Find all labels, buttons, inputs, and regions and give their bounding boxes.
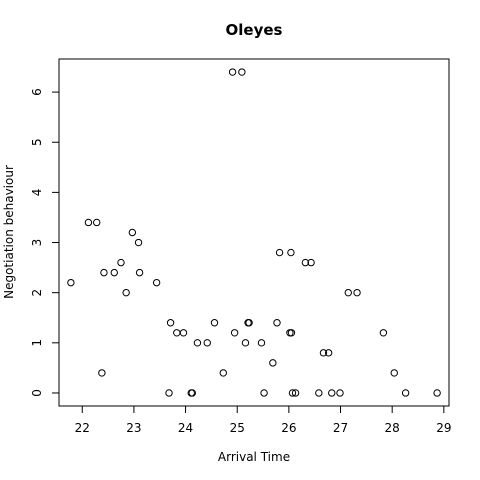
x-tick-label: 24 (178, 421, 193, 435)
data-point (241, 339, 250, 347)
data-point (128, 228, 137, 237)
data-point (336, 389, 344, 397)
data-point (152, 278, 161, 287)
x-axis: 22 23 24 25 26 27 28 29 (75, 405, 451, 435)
data-point (110, 268, 118, 277)
y-tick-label: 4 (30, 189, 44, 197)
x-tick-label: 22 (75, 421, 90, 435)
data-point (315, 389, 323, 397)
data-point (84, 218, 93, 227)
data-point (100, 268, 108, 277)
x-tick-label: 23 (126, 421, 141, 435)
data-point (230, 329, 239, 337)
data-point (93, 218, 101, 227)
data-point (188, 389, 196, 397)
data-point (275, 248, 284, 257)
x-tick-label: 29 (436, 421, 451, 435)
y-tick-label: 1 (30, 339, 44, 347)
data-point (307, 258, 315, 267)
data-point (203, 339, 211, 347)
data-point (134, 238, 143, 247)
data-point (353, 288, 361, 297)
data-point (328, 389, 336, 397)
y-tick-label: 6 (30, 88, 44, 96)
data-point (179, 329, 188, 337)
data-point (291, 389, 300, 397)
data-point (117, 258, 125, 267)
data-points (67, 68, 441, 397)
data-point (98, 369, 106, 377)
data-point (287, 329, 296, 337)
y-tick-label: 0 (30, 389, 44, 397)
x-tick-label: 28 (385, 421, 400, 435)
data-point (344, 288, 352, 297)
x-tick-label: 26 (281, 421, 296, 435)
data-point (260, 389, 268, 397)
data-point (379, 329, 388, 337)
data-point (193, 339, 202, 347)
data-point (219, 369, 227, 377)
y-tick-label: 3 (30, 239, 44, 247)
data-point (135, 268, 144, 277)
data-point (390, 369, 398, 377)
data-point (122, 288, 130, 297)
x-tick-label: 25 (230, 421, 245, 435)
chart-title: Oleyes (226, 21, 283, 39)
data-point (238, 68, 246, 76)
data-point (301, 258, 310, 267)
y-tick-label: 2 (30, 289, 44, 297)
data-point (269, 359, 277, 367)
data-point (166, 319, 175, 327)
data-point (67, 278, 75, 287)
data-point (324, 349, 333, 357)
data-point (288, 389, 297, 397)
y-axis-label: Negotiation behaviour (2, 165, 16, 299)
data-point (401, 389, 410, 397)
data-point (287, 248, 295, 257)
data-point (245, 319, 253, 327)
data-point (273, 319, 281, 327)
data-point (319, 349, 328, 357)
data-point (165, 389, 173, 397)
data-point (228, 68, 237, 76)
y-tick-label: 5 (30, 138, 44, 146)
x-tick-label: 27 (333, 421, 348, 435)
data-point (433, 389, 441, 397)
x-axis-label: Arrival Time (218, 450, 290, 464)
data-point (257, 339, 266, 347)
data-point (210, 319, 219, 327)
y-axis: 0 1 2 3 4 5 6 (30, 88, 60, 397)
